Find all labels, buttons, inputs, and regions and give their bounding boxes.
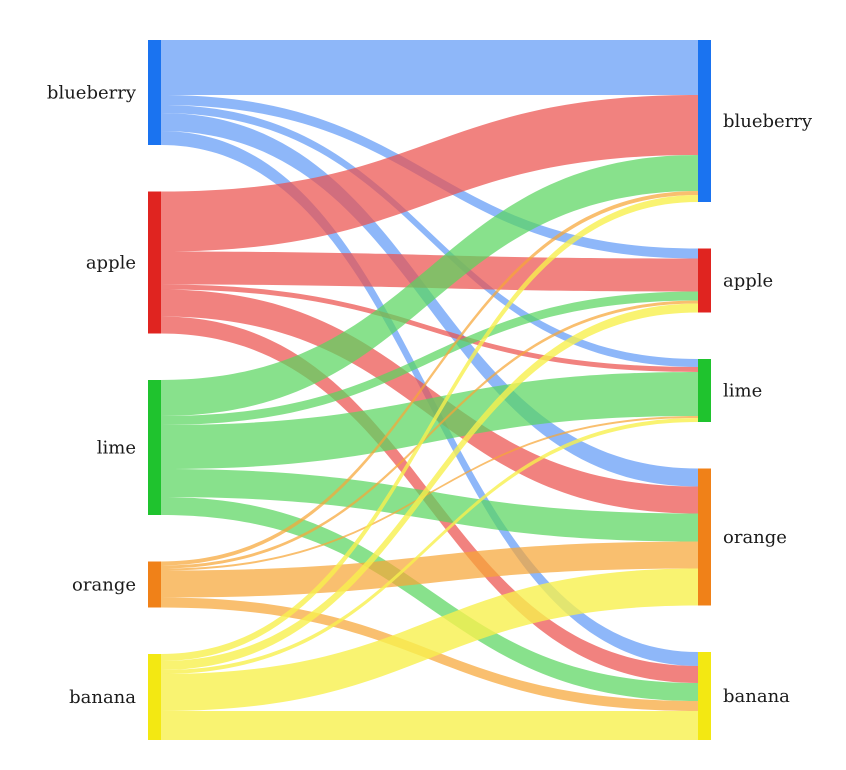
sankey-node-right-orange[interactable] [698,468,711,606]
sankey-node-left-banana[interactable] [148,654,161,740]
sankey-link-banana-to-blueberry [161,195,698,661]
sankey-link-banana-to-apple [161,303,698,670]
sankey-node-left-apple[interactable] [148,191,161,334]
node-label-left-apple: apple [86,253,136,274]
sankey-link-lime-to-apple [161,291,698,425]
sankey-link-lime-to-blueberry [161,155,698,416]
node-label-right-lime: lime [723,381,762,402]
node-label-right-blueberry: blueberry [723,111,813,132]
sankey-link-apple-to-lime [161,284,698,372]
sankey-link-banana-to-banana [161,711,698,740]
node-label-left-banana: banana [69,687,136,708]
node-label-left-blueberry: blueberry [47,83,137,104]
sankey-link-blueberry-to-lime [161,105,698,367]
sankey-node-right-apple[interactable] [698,248,711,313]
sankey-link-apple-to-blueberry [161,95,698,252]
sankey-node-left-lime[interactable] [148,380,161,515]
sankey-link-banana-to-lime [161,418,698,674]
node-label-right-orange: orange [723,527,787,548]
sankey-link-blueberry-to-blueberry [161,40,698,95]
sankey-link-orange-to-orange [161,541,698,598]
sankey-link-orange-to-blueberry [161,191,698,566]
sankey-node-left-orange[interactable] [148,561,161,608]
node-label-right-banana: banana [723,686,790,707]
sankey-node-right-banana[interactable] [698,652,711,740]
sankey-node-right-blueberry[interactable] [698,40,711,202]
sankey-link-lime-to-lime [161,372,698,469]
sankey-link-orange-to-lime [161,416,698,571]
node-label-right-apple: apple [723,271,773,292]
sankey-link-lime-to-banana [161,497,698,701]
sankey-node-right-lime[interactable] [698,359,711,422]
sankey-node-left-blueberry[interactable] [148,40,161,145]
sankey-link-banana-to-orange [161,568,698,711]
node-label-left-lime: lime [97,438,136,459]
sankey-link-orange-to-apple [161,300,698,569]
sankey-link-lime-to-orange [161,469,698,542]
node-label-left-orange: orange [72,575,136,596]
